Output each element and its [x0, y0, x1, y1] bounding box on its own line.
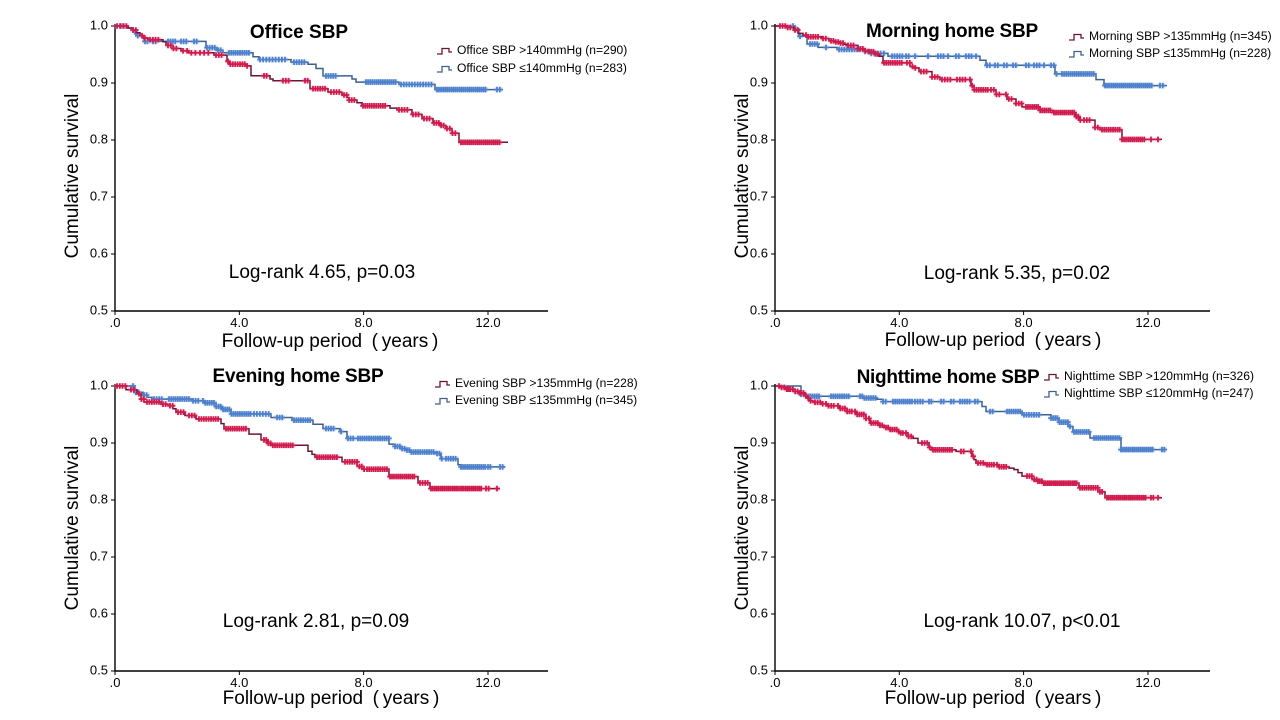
svg-text:Morning home SBP: Morning home SBP	[866, 21, 1039, 42]
svg-text:Follow-up period ( years ): Follow-up period ( years )	[885, 688, 1102, 709]
svg-text:0.6: 0.6	[90, 246, 108, 261]
svg-text:.0: .0	[770, 315, 781, 330]
svg-text:0.6: 0.6	[750, 606, 768, 621]
svg-text:0.9: 0.9	[90, 435, 108, 450]
svg-text:0.7: 0.7	[90, 189, 108, 204]
svg-text:Cumulative survival: Cumulative survival	[62, 446, 83, 611]
svg-text:0.8: 0.8	[750, 492, 768, 507]
svg-text:Cumulative survival: Cumulative survival	[732, 94, 753, 259]
svg-text:Nighttime SBP ≤120mmHg (n=247): Nighttime SBP ≤120mmHg (n=247)	[1064, 386, 1254, 400]
svg-text:8.0: 8.0	[1015, 675, 1033, 690]
svg-text:.0: .0	[110, 315, 121, 330]
svg-text:.0: .0	[110, 675, 121, 690]
svg-text:4.0: 4.0	[230, 675, 248, 690]
svg-text:Morning SBP >135mmHg (n=345): Morning SBP >135mmHg (n=345)	[1089, 29, 1272, 43]
svg-text:Office SBP >140mmHg (n=290): Office SBP >140mmHg (n=290)	[457, 43, 627, 57]
svg-text:1.0: 1.0	[90, 378, 108, 393]
svg-text:Office SBP: Office SBP	[250, 22, 349, 43]
svg-text:0.9: 0.9	[750, 435, 768, 450]
svg-text:Log-rank 10.07, p<0.01: Log-rank 10.07, p<0.01	[923, 611, 1120, 632]
svg-text:0.9: 0.9	[90, 75, 108, 90]
svg-text:8.0: 8.0	[355, 315, 373, 330]
svg-text:12.0: 12.0	[475, 315, 500, 330]
svg-text:0.5: 0.5	[750, 303, 768, 318]
svg-text:8.0: 8.0	[1015, 315, 1033, 330]
svg-text:0.7: 0.7	[90, 549, 108, 564]
svg-text:1.0: 1.0	[750, 18, 768, 33]
svg-text:1.0: 1.0	[90, 18, 108, 33]
svg-text:0.5: 0.5	[90, 303, 108, 318]
svg-text:0.5: 0.5	[90, 663, 108, 678]
svg-text:0.8: 0.8	[90, 132, 108, 147]
svg-text:Log-rank 4.65, p=0.03: Log-rank 4.65, p=0.03	[229, 262, 415, 283]
svg-text:Evening home SBP: Evening home SBP	[212, 366, 384, 387]
svg-text:4.0: 4.0	[890, 675, 908, 690]
svg-text:Follow-up period ( years ): Follow-up period ( years )	[222, 331, 439, 352]
svg-text:Morning SBP ≤135mmHg (n=228): Morning SBP ≤135mmHg (n=228)	[1089, 46, 1271, 60]
svg-text:0.7: 0.7	[750, 189, 768, 204]
svg-text:0.8: 0.8	[750, 132, 768, 147]
svg-text:0.6: 0.6	[90, 606, 108, 621]
svg-text:Follow-up period ( years ): Follow-up period ( years )	[885, 330, 1102, 351]
svg-text:4.0: 4.0	[230, 315, 248, 330]
svg-text:.0: .0	[770, 675, 781, 690]
svg-text:Log-rank 2.81, p=0.09: Log-rank 2.81, p=0.09	[223, 611, 409, 632]
svg-text:Log-rank 5.35, p=0.02: Log-rank 5.35, p=0.02	[924, 263, 1110, 284]
svg-text:Follow-up period ( years ): Follow-up period ( years )	[223, 688, 440, 709]
svg-text:0.6: 0.6	[750, 246, 768, 261]
svg-text:Office SBP ≤140mmHg (n=283): Office SBP ≤140mmHg (n=283)	[457, 61, 627, 75]
svg-text:8.0: 8.0	[355, 675, 373, 690]
svg-text:12.0: 12.0	[1135, 675, 1160, 690]
svg-text:0.7: 0.7	[750, 549, 768, 564]
svg-text:Evening SBP ≤135mmHg (n=345): Evening SBP ≤135mmHg (n=345)	[455, 393, 637, 407]
svg-text:0.8: 0.8	[90, 492, 108, 507]
svg-text:0.5: 0.5	[750, 663, 768, 678]
svg-text:Nighttime SBP >120mmHg (n=326): Nighttime SBP >120mmHg (n=326)	[1064, 369, 1254, 383]
svg-text:Cumulative survival: Cumulative survival	[62, 94, 83, 259]
svg-text:Evening SBP >135mmHg (n=228): Evening SBP >135mmHg (n=228)	[455, 376, 638, 390]
svg-text:0.9: 0.9	[750, 75, 768, 90]
svg-text:4.0: 4.0	[890, 315, 908, 330]
svg-text:Nighttime home SBP: Nighttime home SBP	[857, 367, 1040, 388]
svg-text:12.0: 12.0	[1135, 315, 1160, 330]
svg-text:Cumulative survival: Cumulative survival	[732, 446, 753, 611]
svg-text:1.0: 1.0	[750, 378, 768, 393]
svg-text:12.0: 12.0	[475, 675, 500, 690]
